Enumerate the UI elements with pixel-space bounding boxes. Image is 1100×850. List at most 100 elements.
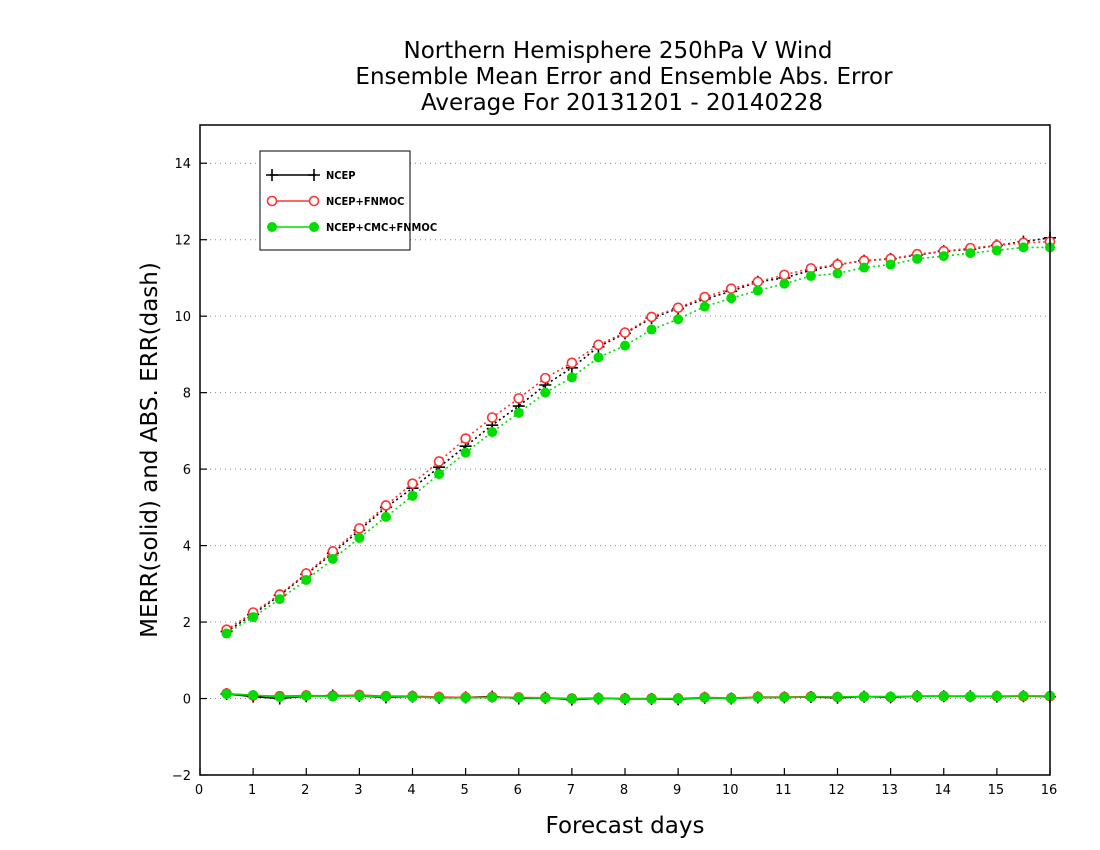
legend-marker-ncep-cmc-fnmoc — [267, 222, 277, 232]
ncep-fnmoc-abs-error-point — [593, 339, 604, 351]
ncep-cmc-fnmoc-mean-error-point — [726, 693, 737, 704]
ncep-cmc-fnmoc-abs-error-point — [248, 612, 259, 623]
x-axis-label: Forecast days — [546, 813, 705, 839]
ncep-cmc-fnmoc-mean-error-point — [460, 692, 471, 703]
legend: NCEP NCEP+FNMOC NCEP+CMC+FNMOC — [259, 150, 437, 251]
ncep-cmc-fnmoc-mean-error-point — [487, 692, 498, 703]
ncep-cmc-fnmoc-abs-error-point — [593, 352, 604, 363]
ncep-cmc-fnmoc-abs-error-point — [699, 301, 710, 312]
legend-marker-ncep — [308, 169, 320, 181]
ncep-cmc-fnmoc-abs-error-point — [965, 248, 976, 259]
ncep-cmc-fnmoc-abs-error-point — [832, 268, 843, 279]
ncep-cmc-fnmoc-abs-error-point — [779, 278, 790, 289]
ncep-cmc-fnmoc-mean-error-point — [805, 692, 816, 702]
ncep-cmc-fnmoc-mean-error-point — [221, 688, 232, 699]
ncep-cmc-fnmoc-mean-error-point — [885, 691, 896, 702]
ncep-cmc-fnmoc-abs-error-point — [991, 245, 1002, 256]
ncep-cmc-fnmoc-abs-error-point — [380, 511, 391, 522]
ncep-cmc-fnmoc-mean-error-point — [832, 692, 843, 702]
ncep-fnmoc-abs-error-point — [407, 478, 418, 489]
ncep-cmc-fnmoc-abs-error-point — [327, 553, 338, 564]
x-tick-label: 12 — [828, 783, 845, 798]
ncep-cmc-fnmoc-mean-error-point — [1018, 690, 1029, 701]
ncep-cmc-fnmoc-mean-error-point — [752, 692, 763, 703]
legend-label-ncep: NCEP — [326, 169, 356, 182]
x-tick-label: 6 — [514, 783, 522, 798]
x-tick-label: 11 — [775, 783, 792, 798]
ncep-cmc-fnmoc-abs-error-point — [620, 340, 630, 351]
ncep-fnmoc-abs-error-point — [646, 311, 657, 323]
ncep-cmc-fnmoc-abs-error-point — [859, 262, 870, 273]
x-tick-label: 10 — [722, 783, 739, 798]
ncep-cmc-fnmoc-mean-error-point — [593, 693, 604, 704]
ncep-fnmoc-abs-error-point — [380, 500, 392, 511]
ncep-cmc-fnmoc-mean-error-point — [248, 690, 259, 701]
ncep-cmc-fnmoc-abs-error-point — [566, 372, 577, 383]
y-tick-label: 10 — [174, 310, 191, 325]
ncep-fnmoc-abs-error-point — [540, 372, 551, 384]
x-tick-label: 5 — [460, 783, 468, 798]
y-tick-label: −2 — [172, 769, 191, 784]
x-tick-label: 3 — [354, 783, 362, 798]
x-tick-label: 14 — [934, 783, 951, 798]
ncep-cmc-fnmoc-mean-error-point — [327, 691, 338, 702]
ncep-cmc-fnmoc-mean-error-point — [779, 692, 790, 703]
ncep-fnmoc-abs-error-point — [725, 283, 737, 294]
y-tick-label: 12 — [174, 234, 191, 249]
ncep-cmc-fnmoc-abs-error-point — [726, 293, 737, 304]
ncep-cmc-fnmoc-mean-error-point — [380, 691, 391, 702]
legend-marker-ncep-fnmoc — [308, 195, 320, 207]
ncep-cmc-fnmoc-abs-error-point — [540, 387, 551, 398]
ncep-fnmoc-abs-error-point — [460, 433, 471, 444]
legend-marker-ncep-cmc-fnmoc — [309, 222, 319, 232]
ncep-cmc-fnmoc-mean-error-point — [673, 693, 684, 704]
ncep-cmc-fnmoc-mean-error-point — [407, 692, 418, 702]
x-tick-label: 9 — [673, 783, 681, 798]
ncep-cmc-fnmoc-mean-error-point — [540, 693, 551, 704]
ncep-cmc-fnmoc-abs-error-point — [460, 447, 471, 458]
x-tick-label: 15 — [988, 783, 1005, 798]
ncep-cmc-fnmoc-mean-error-point — [699, 692, 710, 703]
title-line-1: Northern Hemisphere 250hPa V Wind — [404, 38, 833, 64]
ncep-fnmoc-abs-error-point — [672, 302, 684, 314]
y-axis-label: MERR(solid) and ABS. ERR(dash) — [137, 262, 163, 638]
ncep-fnmoc-abs-error-point — [752, 276, 764, 288]
y-tick-label: 2 — [183, 616, 191, 631]
ncep-fnmoc-abs-error-point — [513, 393, 525, 404]
ncep-cmc-fnmoc-abs-error-point — [752, 285, 763, 296]
ncep-cmc-fnmoc-abs-error-point — [354, 532, 365, 543]
ncep-cmc-fnmoc-abs-error-point — [301, 575, 312, 585]
ncep-abs-error-line — [226, 237, 1051, 633]
x-tick-label: 16 — [1041, 783, 1058, 798]
ncep-cmc-fnmoc-abs-error-point — [885, 259, 896, 270]
ncep-cmc-fnmoc-abs-error-point — [938, 251, 949, 262]
x-tick-label: 8 — [620, 783, 628, 798]
chart-title: Northern Hemisphere 250hPa V Wind Ensemb… — [355, 38, 893, 116]
ncep-cmc-fnmoc-abs-error-point — [912, 253, 923, 264]
ncep-fnmoc-abs-error-point — [832, 259, 843, 270]
title-line-2: Ensemble Mean Error and Ensemble Abs. Er… — [355, 64, 893, 90]
ncep-fnmoc-abs-error-point — [779, 269, 790, 281]
x-tick-label: 13 — [881, 783, 898, 798]
ncep-cmc-fnmoc-mean-error-point — [859, 691, 870, 702]
y-tick-label: 14 — [174, 157, 191, 172]
plot-series — [220, 231, 1056, 706]
series-ncep-fnmoc — [221, 236, 1056, 704]
ncep-cmc-fnmoc-mean-error-point — [938, 691, 949, 702]
ncep-cmc-fnmoc-mean-error-point — [620, 693, 630, 704]
ncep-cmc-fnmoc-mean-error-point — [354, 690, 365, 701]
y-tick-label: 0 — [183, 693, 191, 708]
ncep-cmc-fnmoc-mean-error-point — [912, 691, 923, 702]
ncep-fnmoc-abs-error-point — [699, 291, 710, 303]
ncep-fnmoc-abs-error-point — [619, 327, 631, 338]
ncep-cmc-fnmoc-abs-error-point — [673, 314, 684, 325]
ncep-cmc-fnmoc-mean-error-point — [566, 693, 577, 704]
ncep-cmc-fnmoc-mean-error-point — [274, 692, 285, 702]
ncep-cmc-fnmoc-abs-error-point — [434, 469, 445, 480]
ncep-cmc-fnmoc-abs-error-point — [513, 407, 524, 418]
ncep-cmc-fnmoc-mean-error-point — [965, 691, 976, 702]
legend-label-ncep-cmc-fnmoc: NCEP+CMC+FNMOC — [326, 221, 437, 234]
x-tick-label: 7 — [567, 783, 575, 798]
